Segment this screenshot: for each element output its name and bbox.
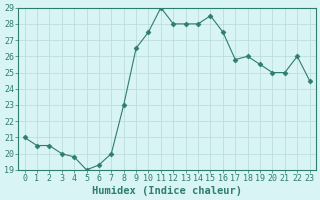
X-axis label: Humidex (Indice chaleur): Humidex (Indice chaleur) [92,186,242,196]
